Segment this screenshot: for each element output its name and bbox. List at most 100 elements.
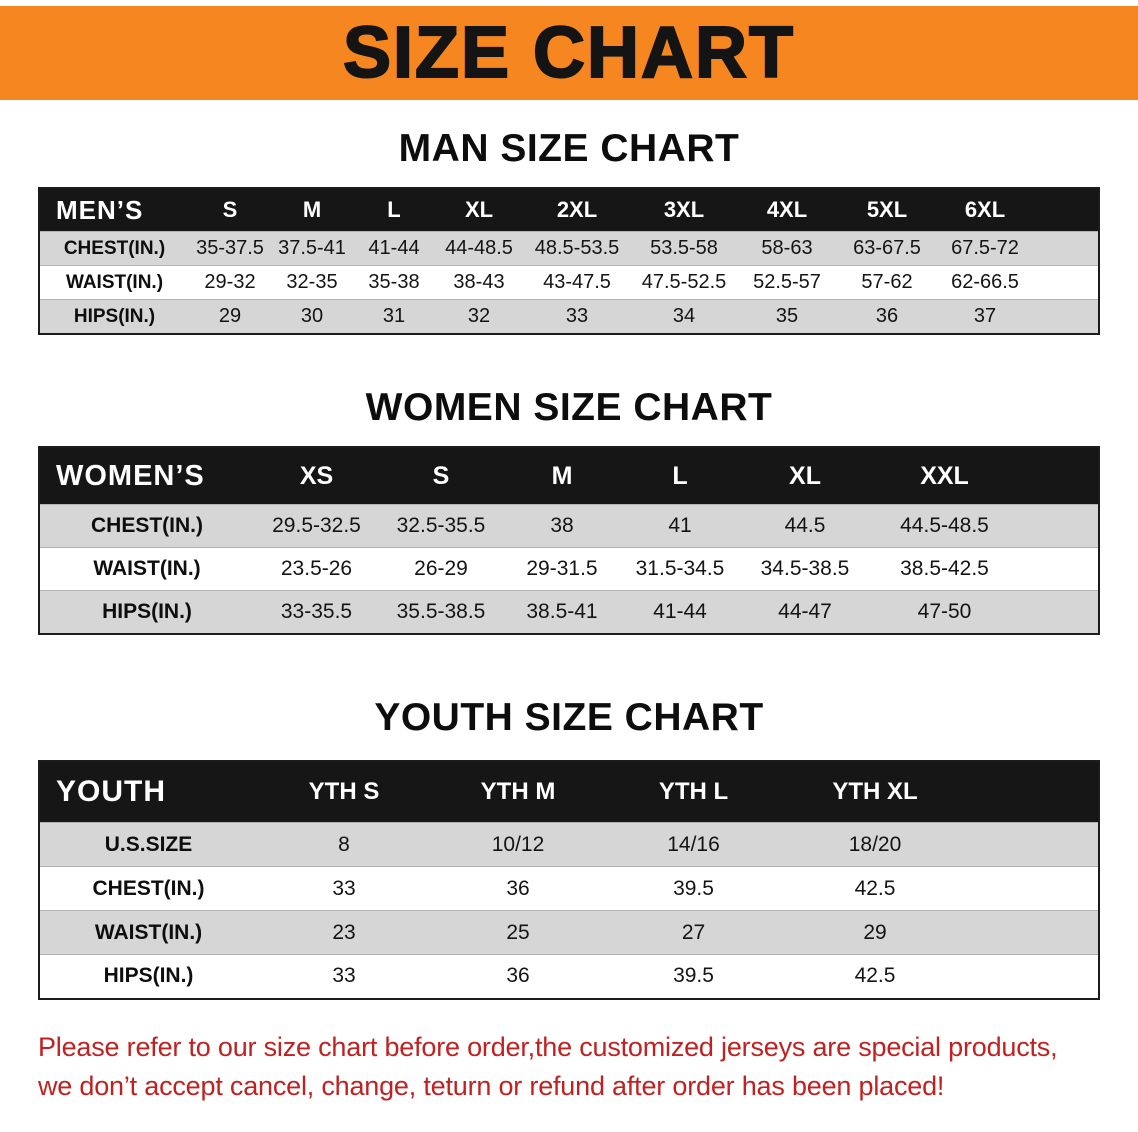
size-column-header: L — [353, 187, 435, 232]
size-value-cell: 31 — [353, 299, 435, 334]
men-chest-row: CHEST(IN.) 35-37.5 37.5-41 41-44 44-48.5… — [39, 231, 1099, 266]
size-column-header: YTH M — [431, 760, 605, 823]
size-value-cell: 35-37.5 — [189, 231, 271, 266]
size-value-cell: 27 — [605, 910, 782, 955]
youth-header-row: YOUTH YTH S YTH M YTH L YTH XL — [39, 760, 1099, 823]
size-value-cell: 33-35.5 — [254, 590, 379, 634]
men-waist-row: WAIST(IN.) 29-32 32-35 35-38 38-43 43-47… — [39, 265, 1099, 300]
size-value-cell: 37 — [937, 299, 1099, 334]
size-value-cell: 47.5-52.5 — [641, 271, 727, 294]
youth-heading: YOUTH SIZE CHART — [374, 695, 764, 739]
size-value-cell: 35-38 — [368, 271, 420, 294]
size-value-cell: 39.5 — [673, 964, 714, 988]
size-value-cell: 23.5-26 — [280, 557, 353, 581]
size-value-cell: 62-66.5 — [951, 271, 1019, 294]
size-column-header: 2XL — [523, 187, 631, 232]
women-waist-row: WAIST(IN.) 23.5-26 26-29 29-31.5 31.5-34… — [39, 547, 1099, 591]
size-value-cell: 48.5-53.5 — [523, 231, 631, 266]
size-value-cell: 18/20 — [782, 822, 1099, 867]
size-value-cell: 42.5 — [854, 876, 896, 900]
youth-waist-row: WAIST(IN.) 23 25 27 29 — [39, 910, 1099, 955]
size-value-cell: 43-47.5 — [543, 271, 611, 294]
measurement-row-label: CHEST(IN.) — [39, 504, 254, 548]
youth-ussize-row: U.S.SIZE 8 10/12 14/16 18/20 — [39, 822, 1099, 867]
size-column-header: YTH S — [257, 760, 431, 823]
size-value-cell: 36 — [506, 964, 530, 988]
women-section: WOMEN SIZE CHART WOMEN’S XS S M L XL XXL — [0, 385, 1138, 635]
measurement-row-label: WAIST(IN.) — [93, 557, 201, 581]
size-value-cell: 29.5-32.5 — [254, 504, 379, 548]
youth-size-table: YOUTH YTH S YTH M YTH L YTH XL U.S.SIZE … — [38, 759, 1100, 1000]
size-column-header: YTH XL — [782, 760, 1099, 823]
size-value-cell: 26-29 — [414, 557, 468, 581]
size-value-cell: 57-62 — [861, 271, 913, 294]
size-value-cell: 29-31.5 — [526, 557, 598, 581]
measurement-row-label: CHEST(IN.) — [92, 876, 205, 900]
measurement-row-label: WAIST(IN.) — [65, 271, 164, 293]
size-value-cell: 29 — [782, 910, 1099, 955]
men-header-row: MEN’S S M L XL 2XL 3XL 4XL 5XL 6XL — [39, 187, 1099, 232]
size-column-header: 5XL — [837, 187, 937, 232]
banner: SIZE CHART — [0, 6, 1138, 100]
size-value-cell: 10/12 — [431, 822, 605, 867]
size-value-cell: 58-63 — [737, 231, 837, 266]
size-value-cell: 33 — [523, 299, 631, 334]
size-column-header: S — [379, 446, 503, 505]
size-value-cell: 41 — [621, 504, 739, 548]
size-column-header: L — [621, 446, 739, 505]
size-column-header: 6XL — [937, 187, 1099, 232]
men-hips-row: HIPS(IN.) 29 30 31 32 33 34 35 36 37 — [39, 299, 1099, 334]
measurement-row-label: U.S.SIZE — [39, 822, 257, 867]
size-value-cell: 38.5-41 — [503, 590, 621, 634]
women-table-label: WOMEN’S — [39, 446, 254, 505]
size-value-cell: 37.5-41 — [271, 231, 353, 266]
size-value-cell: 41-44 — [621, 590, 739, 634]
measurement-row-label: WAIST(IN.) — [39, 910, 257, 955]
size-value-cell: 42.5 — [854, 964, 896, 988]
size-value-cell: 25 — [431, 910, 605, 955]
size-value-cell: 33 — [332, 876, 356, 900]
size-value-cell: 44.5 — [739, 504, 871, 548]
size-value-cell: 31.5-34.5 — [635, 557, 725, 581]
men-heading: MAN SIZE CHART — [398, 127, 740, 170]
women-header-row: WOMEN’S XS S M L XL XXL — [39, 446, 1099, 505]
size-value-cell: 44-47 — [739, 590, 871, 634]
women-heading: WOMEN SIZE CHART — [365, 385, 773, 429]
size-value-cell: 29-32 — [204, 271, 256, 294]
youth-table-label: YOUTH — [39, 760, 257, 823]
disclaimer: Please refer to our size chart before or… — [38, 1028, 1100, 1106]
size-value-cell: 67.5-72 — [937, 231, 1099, 266]
size-column-header: M — [271, 187, 353, 232]
disclaimer-line-2: we don’t accept cancel, change, teturn o… — [38, 1070, 945, 1101]
size-value-cell: 38-43 — [453, 271, 505, 294]
size-column-header: 3XL — [631, 187, 737, 232]
size-value-cell: 44.5-48.5 — [871, 504, 1099, 548]
size-column-header: XL — [739, 446, 871, 505]
size-value-cell: 39.5 — [673, 876, 714, 900]
size-value-cell: 38.5-42.5 — [900, 557, 989, 581]
women-hips-row: HIPS(IN.) 33-35.5 35.5-38.5 38.5-41 41-4… — [39, 590, 1099, 634]
page-title: SIZE CHART — [342, 13, 795, 93]
size-value-cell: 35 — [737, 299, 837, 334]
size-value-cell: 47-50 — [871, 590, 1099, 634]
size-value-cell: 33 — [332, 964, 356, 988]
size-value-cell: 8 — [257, 822, 431, 867]
measurement-row-label: HIPS(IN.) — [103, 964, 194, 988]
size-value-cell: 53.5-58 — [631, 231, 737, 266]
women-chest-row: CHEST(IN.) 29.5-32.5 32.5-35.5 38 41 44.… — [39, 504, 1099, 548]
size-value-cell: 34 — [631, 299, 737, 334]
size-column-header: S — [189, 187, 271, 232]
size-value-cell: 29 — [189, 299, 271, 334]
size-column-header: XL — [435, 187, 523, 232]
size-value-cell: 38 — [503, 504, 621, 548]
youth-chest-row: CHEST(IN.) 33 36 39.5 42.5 — [39, 866, 1099, 911]
size-column-header: M — [503, 446, 621, 505]
size-column-header: XS — [254, 446, 379, 505]
size-value-cell: 35.5-38.5 — [379, 590, 503, 634]
measurement-row-label: HIPS(IN.) — [39, 299, 189, 334]
women-size-table: WOMEN’S XS S M L XL XXL CHEST(IN.) 29.5-… — [38, 445, 1100, 635]
size-value-cell: 63-67.5 — [837, 231, 937, 266]
size-value-cell: 23 — [257, 910, 431, 955]
size-value-cell: 36 — [837, 299, 937, 334]
